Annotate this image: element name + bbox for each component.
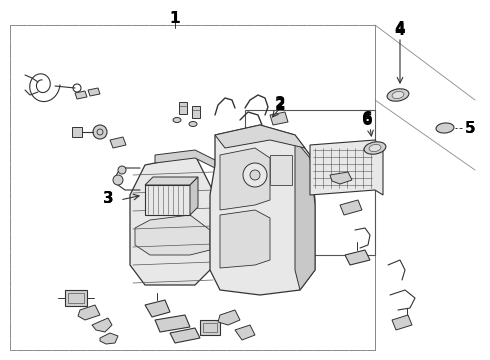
Polygon shape [218,310,240,325]
Text: 3: 3 [103,190,113,206]
Polygon shape [78,305,100,320]
Polygon shape [295,140,315,290]
Text: 6: 6 [362,111,372,126]
Circle shape [93,125,107,139]
Text: 3: 3 [103,190,113,206]
Circle shape [97,129,103,135]
Text: 1: 1 [170,10,180,26]
Bar [203,323,217,332]
Ellipse shape [436,123,454,133]
Ellipse shape [364,142,386,154]
Polygon shape [145,185,190,215]
Bar [10,25,375,350]
Text: 5: 5 [465,121,475,135]
Bar [10,25,375,350]
Polygon shape [340,200,362,215]
Polygon shape [220,210,270,268]
Ellipse shape [392,91,404,99]
Bar [245,110,375,255]
Text: 4: 4 [394,21,405,36]
Circle shape [113,175,123,185]
Polygon shape [210,125,315,295]
Text: 2: 2 [274,95,285,111]
Bar [68,293,84,303]
Polygon shape [88,88,100,96]
Polygon shape [215,125,305,148]
Polygon shape [130,155,215,285]
Ellipse shape [369,144,381,152]
Bar [270,155,292,185]
Polygon shape [179,102,187,114]
Polygon shape [110,137,126,148]
Polygon shape [330,172,352,184]
Ellipse shape [189,122,197,126]
Circle shape [243,163,267,187]
Polygon shape [75,91,87,99]
Polygon shape [155,150,215,168]
Polygon shape [392,315,412,330]
Polygon shape [220,148,270,210]
Polygon shape [100,333,118,344]
Polygon shape [135,215,210,255]
Text: 6: 6 [362,113,372,127]
Polygon shape [155,315,190,332]
Polygon shape [345,250,370,265]
Polygon shape [145,300,170,317]
Polygon shape [270,112,288,125]
Circle shape [118,166,126,174]
Ellipse shape [173,117,181,122]
Polygon shape [190,177,198,215]
Text: 4: 4 [394,23,405,37]
Polygon shape [235,325,255,340]
Circle shape [250,170,260,180]
Polygon shape [170,328,200,343]
Text: 5: 5 [465,121,475,135]
Polygon shape [145,177,198,185]
Ellipse shape [387,89,409,101]
Polygon shape [92,318,112,332]
Bar [10,25,375,350]
Polygon shape [310,140,383,195]
Text: 1: 1 [170,10,180,26]
Bar [72,127,82,137]
Text: 2: 2 [274,98,285,113]
Polygon shape [192,106,200,118]
Bar [65,290,87,306]
Bar [200,320,220,335]
